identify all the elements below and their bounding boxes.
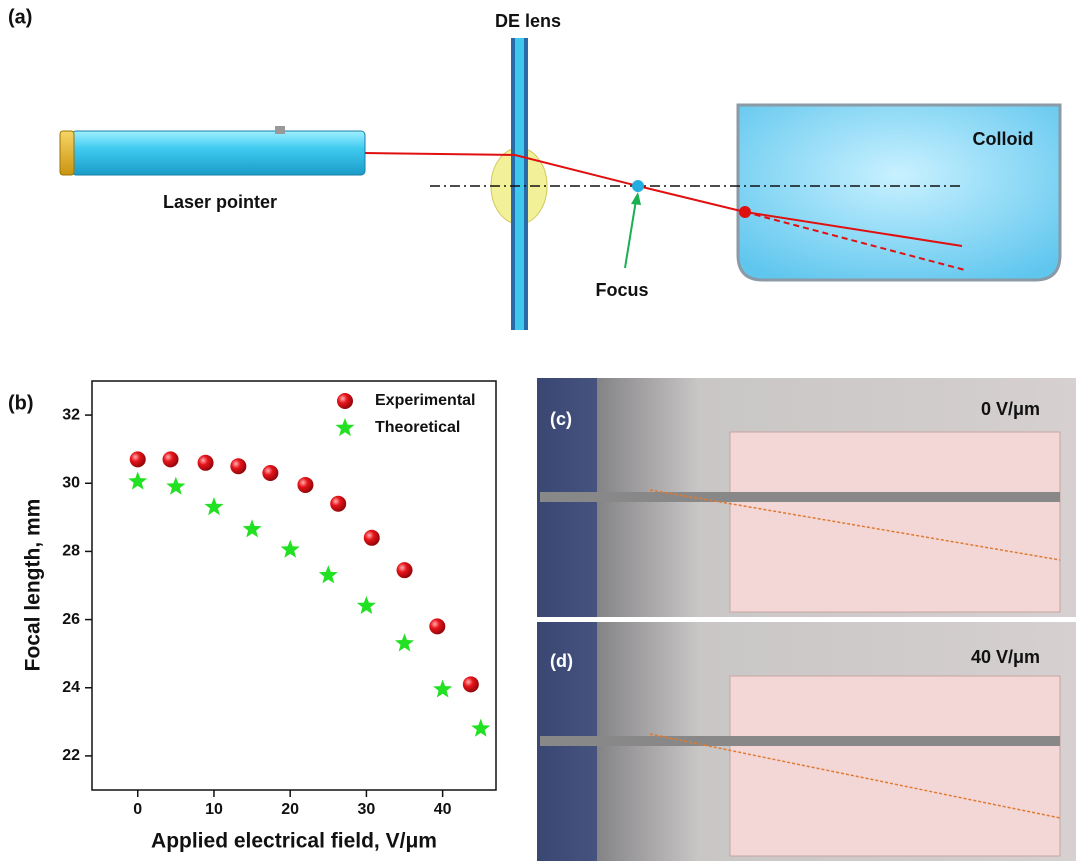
panel-label: (d) bbox=[550, 651, 573, 671]
lens-label: DE lens bbox=[495, 11, 561, 31]
star-marker bbox=[471, 718, 491, 737]
entry-point bbox=[739, 206, 751, 218]
x-tick-label: 10 bbox=[205, 801, 223, 818]
star-marker bbox=[356, 596, 376, 614]
panel-label: (b) bbox=[8, 392, 34, 414]
y-tick-label: 28 bbox=[62, 543, 80, 560]
field-label: 40 V/μm bbox=[971, 647, 1040, 667]
x-tick-label: 20 bbox=[281, 801, 299, 818]
x-tick-label: 30 bbox=[358, 801, 376, 818]
x-tick-label: 40 bbox=[434, 801, 452, 818]
laser-button bbox=[275, 126, 285, 134]
field-label: 0 V/μm bbox=[981, 399, 1040, 419]
panel-label: (a) bbox=[8, 6, 32, 28]
photos: (c) 0 V/μm (d) 40 V/μm bbox=[537, 378, 1076, 861]
star-marker bbox=[242, 519, 262, 538]
y-tick-label: 24 bbox=[62, 679, 80, 696]
star-marker bbox=[318, 565, 338, 584]
star-marker bbox=[166, 476, 186, 495]
focus-arrowhead bbox=[631, 192, 641, 205]
legend-marker bbox=[337, 393, 353, 409]
tank-photo bbox=[729, 431, 1061, 613]
y-tick-label: 22 bbox=[62, 747, 80, 764]
circle-marker bbox=[297, 476, 314, 493]
chart: (b) Applied electrical field, V/μm Focal… bbox=[8, 380, 497, 853]
star-marker bbox=[128, 471, 148, 490]
focus-arrow bbox=[624, 199, 637, 269]
star-marker bbox=[280, 539, 300, 558]
colloid-label: Colloid bbox=[973, 129, 1034, 149]
beam-photo bbox=[649, 489, 1061, 561]
star-marker bbox=[395, 633, 414, 652]
circle-marker bbox=[162, 451, 179, 468]
tank-photo bbox=[729, 675, 1061, 857]
laser-cap bbox=[59, 130, 75, 176]
circle-marker bbox=[462, 676, 479, 693]
circle-marker bbox=[129, 451, 146, 468]
circle-marker bbox=[363, 529, 380, 546]
y-tick-label: 26 bbox=[62, 611, 80, 628]
y-tick-label: 30 bbox=[62, 474, 80, 491]
beam-unrefracted bbox=[744, 211, 966, 271]
circle-marker bbox=[230, 458, 247, 475]
legend-marker bbox=[335, 418, 355, 437]
photo-d: (d) 40 V/μm bbox=[537, 622, 1076, 861]
x-axis-label: Applied electrical field, V/μm bbox=[151, 830, 437, 853]
legend-label: Theoretical bbox=[375, 419, 460, 436]
lens-core bbox=[515, 38, 524, 330]
focus-label: Focus bbox=[595, 280, 648, 300]
laser-body bbox=[71, 130, 366, 176]
star-marker bbox=[204, 497, 224, 516]
panel-label: (c) bbox=[550, 409, 572, 429]
tank bbox=[736, 103, 1062, 282]
y-axis-label: Focal length, mm bbox=[22, 499, 45, 672]
x-tick-label: 0 bbox=[133, 801, 142, 818]
circle-marker bbox=[197, 454, 214, 471]
plot-frame bbox=[91, 380, 497, 791]
circle-marker bbox=[262, 465, 279, 482]
photo-c: (c) 0 V/μm bbox=[537, 378, 1076, 617]
legend-label: Experimental bbox=[375, 392, 475, 409]
star-marker bbox=[433, 679, 453, 698]
circle-marker bbox=[330, 495, 347, 512]
circle-marker bbox=[396, 562, 413, 579]
y-tick-label: 32 bbox=[62, 406, 80, 423]
laser-label: Laser pointer bbox=[163, 192, 277, 212]
circle-marker bbox=[429, 618, 446, 635]
diagram: (a) DE lens Colloid Laser pointer Focus bbox=[8, 6, 1062, 330]
focus-point bbox=[632, 180, 644, 192]
